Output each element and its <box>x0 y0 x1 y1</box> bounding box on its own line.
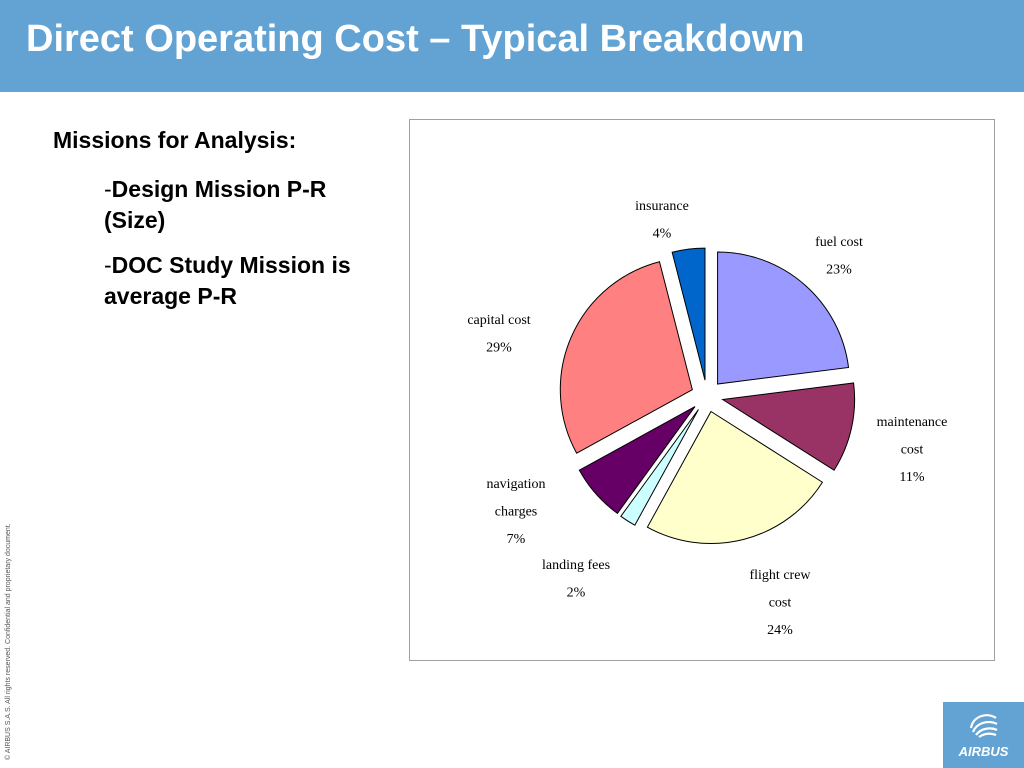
bullet-design-mission: -Design Mission P-R (Size) <box>104 174 374 236</box>
airbus-logo-text: AIRBUS <box>958 744 1009 759</box>
slice-label-insurance: insurance 4% <box>635 199 689 242</box>
airbus-swirl-icon <box>969 714 998 738</box>
bullet-dash: - <box>104 252 112 278</box>
slice-label-fuel-cost: fuel cost 23% <box>815 235 863 278</box>
bullet-text: Design Mission P-R (Size) <box>104 176 327 233</box>
airbus-logo: AIRBUS <box>943 702 1024 768</box>
pie-slice-insurance <box>671 247 706 381</box>
title-bar: Direct Operating Cost – Typical Breakdow… <box>0 0 1024 92</box>
pie-slice-capital-cost <box>559 261 693 454</box>
missions-heading: Missions for Analysis: <box>53 127 297 153</box>
slice-label-maintenance-cost: maintenance cost 11% <box>877 415 948 485</box>
page-title: Direct Operating Cost – Typical Breakdow… <box>26 18 805 60</box>
pie-chart-frame: fuel cost 23% maintenance cost 11% flight cre… <box>409 119 995 661</box>
bullet-text: DOC Study Mission is average P-R <box>104 252 351 309</box>
slice-label-navigation-charges: navigation charges 7% <box>486 477 545 547</box>
pie-slice-maintenance-cost <box>721 382 856 471</box>
pie-slice-landing-fees <box>620 409 699 526</box>
slice-label-capital-cost: capital cost 29% <box>467 313 530 356</box>
slice-label-flight-crew-cost: flight crew cost 24% <box>749 568 811 638</box>
bullet-dash: - <box>104 176 112 202</box>
copyright-notice: © AIRBUS S.A.S. All rights reserved. Con… <box>5 523 12 760</box>
slice-label-landing-fees: landing fees 2% <box>542 558 610 601</box>
bullet-doc-study-mission: -DOC Study Mission is average P-R <box>104 250 374 312</box>
pie-slice-navigation-charges <box>578 406 696 515</box>
pie-slice-flight-crew-cost <box>646 410 824 544</box>
pie-slice-fuel-cost <box>717 251 850 385</box>
pie-chart: fuel cost 23% maintenance cost 11% flight cre… <box>467 199 948 638</box>
